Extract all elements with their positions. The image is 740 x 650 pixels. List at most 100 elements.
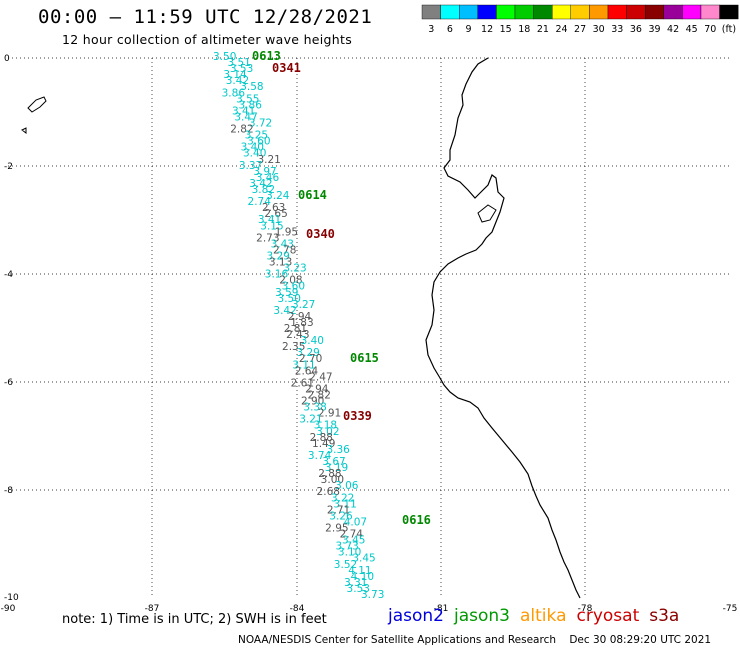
swh-value: 2.70 [299, 353, 322, 365]
swh-value: 3.40 [301, 335, 324, 347]
swh-value: 3.41 [232, 105, 255, 117]
swh-value: 3.40 [241, 142, 264, 154]
footer-note: note: 1) Time is in UTC; 2) SWH is in fe… [62, 612, 327, 627]
swh-value: 3.27 [292, 299, 315, 311]
swh-value: 2.88 [310, 432, 333, 444]
pass-time-label: 0341 [272, 61, 301, 75]
swh-value: 2.64 [295, 365, 319, 377]
swh-value: 2.08 [279, 275, 302, 287]
color-scale-label: (ft) [722, 24, 736, 35]
x-tick-label: -78 [578, 604, 593, 614]
color-scale-label: 30 [593, 24, 605, 35]
swh-value: 3.16 [265, 269, 289, 281]
color-swatch [682, 4, 702, 20]
swh-value: 2.82 [308, 390, 331, 402]
swh-value: 3.22 [331, 492, 354, 504]
color-scale-label: 39 [648, 24, 660, 35]
color-scale-legend: 3 6 9 12 15 18 21 24 27 30 33 36 39 42 45 70 (ft) [421, 4, 739, 35]
swh-value: 3.86 [222, 87, 246, 99]
swh-value: 3.46 [256, 172, 280, 184]
swh-value: 3.11 [292, 359, 315, 371]
swh-value: 3.67 [322, 456, 345, 468]
swh-value: 3.29 [296, 347, 319, 359]
swh-value: 3.43 [271, 238, 294, 250]
swh-value: 3.58 [240, 81, 263, 93]
swh-value: 2.88 [318, 468, 341, 480]
x-tick-label: -87 [145, 604, 160, 614]
swh-value: 3.50 [278, 293, 301, 305]
swh-value: 4.07 [344, 516, 367, 528]
swh-value: 2.68 [317, 486, 340, 498]
swh-value: 2.74 [248, 196, 272, 208]
map-grid [8, 57, 730, 598]
swh-value: 3.36 [326, 444, 350, 456]
swh-value: 2.90 [301, 396, 324, 408]
x-tick-label: -75 [723, 604, 738, 614]
wave-height-observations: 3.503.513.533.143.423.583.863.553.863.41… [213, 51, 384, 601]
color-scale-label: 70 [704, 24, 716, 35]
y-tick-label: -10 [4, 593, 19, 603]
swh-value: 3.29 [266, 250, 289, 262]
y-tick-label: -6 [4, 378, 13, 388]
swh-value: 2.94 [305, 383, 329, 395]
color-scale-label: 9 [465, 24, 471, 35]
swh-value: 3.47 [234, 111, 257, 123]
pass-time-label: 0615 [350, 351, 379, 365]
color-scale-label: 18 [518, 24, 530, 35]
satellite-legend: jason2 jason3 altika cryosat s3a [388, 606, 689, 626]
pass-time-label: 0614 [298, 188, 327, 202]
swh-value: 2.43 [286, 329, 309, 341]
swh-value: 2.74 [340, 529, 364, 541]
swh-value: 2.95 [325, 523, 348, 535]
color-swatch [496, 4, 516, 20]
color-swatch [421, 4, 441, 20]
swh-value: 1.49 [312, 438, 335, 450]
swh-value: 3.45 [342, 535, 365, 547]
color-swatch [440, 4, 460, 20]
satellite-jason3: jason3 [454, 606, 510, 626]
page-title: 00:00 – 11:59 UTC 12/28/2021 [38, 6, 373, 28]
swh-value: 3.72 [249, 117, 272, 129]
color-swatch [514, 4, 534, 20]
satellite-cryosat: cryosat [576, 606, 640, 626]
swh-value: 2.81 [284, 323, 307, 335]
pass-time-label: 0613 [252, 49, 281, 63]
y-tick-label: -2 [4, 162, 13, 172]
y-tick-label: 0 [4, 54, 10, 64]
swh-value: 3.73 [361, 589, 384, 601]
swh-value: 3.13 [269, 257, 292, 269]
swh-value: 3.15 [260, 220, 283, 232]
y-tick-label: -4 [4, 270, 13, 280]
swh-value: 2.73 [256, 232, 279, 244]
swh-value: 3.52 [334, 559, 357, 571]
color-swatch [645, 4, 665, 20]
swh-value: 3.40 [243, 148, 266, 160]
color-swatch [719, 4, 739, 20]
color-swatch [477, 4, 497, 20]
swh-value: 3.24 [266, 190, 290, 202]
color-swatch [700, 4, 720, 20]
swh-value: 2.71 [327, 504, 350, 516]
swh-value: 2.91 [318, 408, 341, 420]
color-swatch [589, 4, 609, 20]
swh-value: 3.11 [333, 498, 356, 510]
swh-value: 3.82 [252, 184, 275, 196]
swh-value: 2.63 [262, 202, 285, 214]
swh-value: 3.86 [239, 99, 263, 111]
color-scale-label: 36 [630, 24, 642, 35]
swh-value: 3.06 [335, 480, 359, 492]
swh-value: 3.59 [275, 287, 298, 299]
swh-value: 3.10 [338, 547, 361, 559]
swh-value: 3.38 [303, 402, 326, 414]
swh-value: 3.55 [236, 93, 259, 105]
swh-value: 3.31 [344, 577, 367, 589]
swh-value: 2.65 [264, 208, 287, 220]
swh-value: 2.47 [309, 371, 332, 383]
color-scale-label: 33 [611, 24, 623, 35]
swh-value: 3.60 [282, 281, 305, 293]
x-tick-label: -90 [1, 604, 16, 614]
color-scale-label: 27 [574, 24, 586, 35]
swh-value: 3.00 [321, 474, 344, 486]
swh-value: 3.18 [314, 420, 337, 432]
